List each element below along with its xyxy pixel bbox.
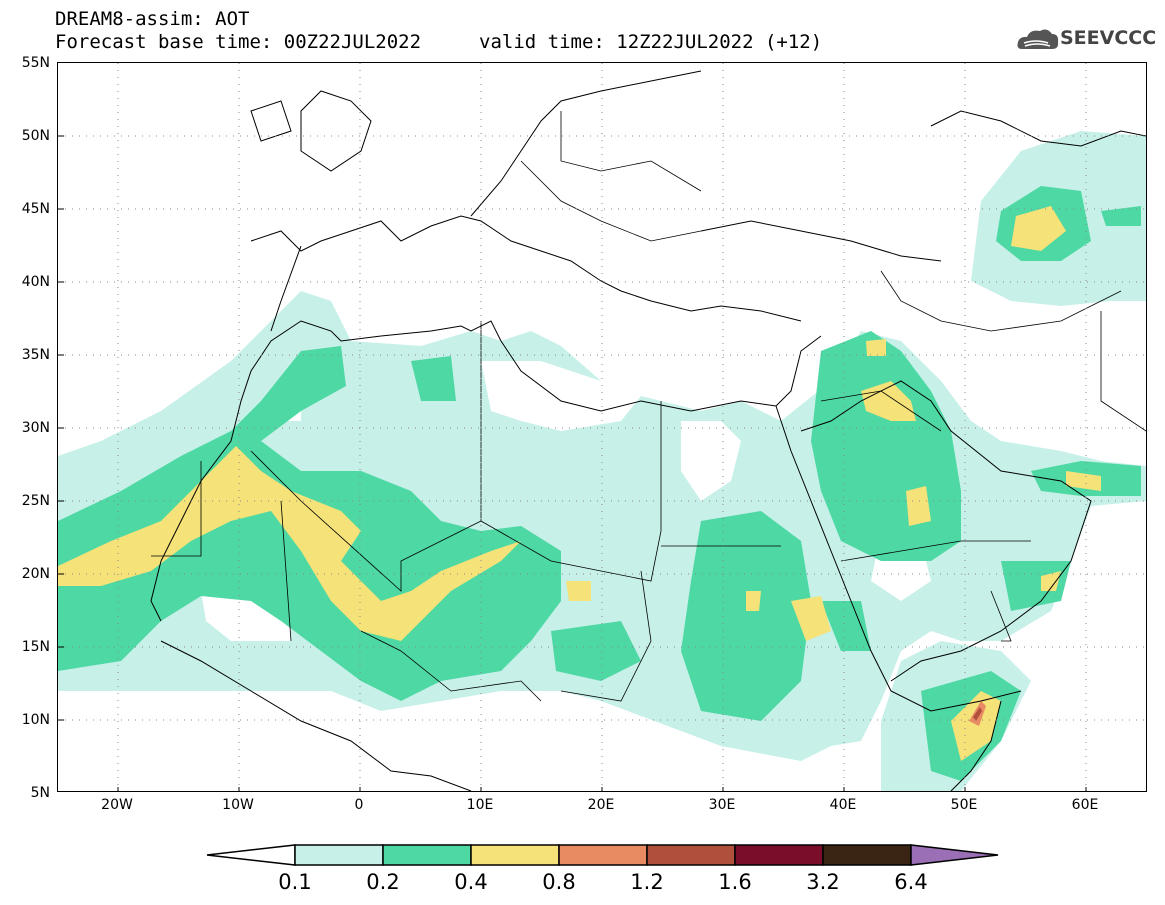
axis-ticks	[58, 135, 1087, 791]
lat-label: 35N	[21, 347, 50, 363]
lat-label: 50N	[21, 128, 50, 144]
colorbar-segment	[382, 844, 472, 866]
lat-label: 25N	[21, 493, 50, 509]
graticule	[58, 63, 1146, 791]
colorbar-label: 1.6	[718, 870, 752, 894]
colorbar-segment	[734, 844, 824, 866]
colorbar-segment-under	[206, 844, 296, 866]
colorbar-segment	[822, 844, 912, 866]
forecast-base-time: Forecast base time: 00Z22JUL2022	[55, 31, 422, 53]
aot-level-1.2	[973, 707, 982, 721]
lon-label: 20W	[101, 797, 133, 813]
colorbar-label: 0.2	[366, 870, 400, 894]
logo-text: SEEVCCC	[1060, 27, 1157, 49]
colorbar-label: 0.8	[542, 870, 576, 894]
colorbar-segment	[294, 844, 384, 866]
colorbar-segment-over	[910, 844, 999, 866]
lon-label: 10E	[466, 797, 494, 813]
cloud-icon	[1017, 29, 1059, 49]
valid-time: valid time: 12Z22JUL2022 (+12)	[479, 31, 823, 53]
lat-label: 45N	[21, 201, 50, 217]
colorbar-label: 0.4	[454, 870, 488, 894]
lat-label: 10N	[21, 712, 50, 728]
lon-label: 0	[354, 797, 364, 813]
lon-label: 20E	[587, 797, 615, 813]
aot-level-0.4	[58, 206, 1101, 761]
country-borders	[151, 111, 1146, 702]
colorbar-label: 0.1	[278, 870, 312, 894]
lat-label: 40N	[21, 274, 50, 290]
lon-label: 50E	[950, 797, 978, 813]
colorbar-segment	[646, 844, 736, 866]
map-canvas	[58, 63, 1146, 791]
colorbar-label: 3.2	[806, 870, 840, 894]
colorbar	[206, 844, 999, 866]
lat-label: 5N	[30, 785, 50, 801]
map-title: DREAM8-assim: AOT	[55, 8, 250, 30]
coastlines	[150, 70, 1146, 791]
lat-label: 55N	[21, 55, 50, 71]
lat-label: 20N	[21, 566, 50, 582]
colorbar-label: 6.4	[894, 870, 928, 894]
map-panel	[57, 62, 1147, 792]
colorbar-segment	[470, 844, 560, 866]
lat-label: 30N	[21, 420, 50, 436]
colorbar-segment	[558, 844, 648, 866]
colorbar-label: 1.2	[630, 870, 664, 894]
lon-label: 10W	[222, 797, 254, 813]
lon-label: 60E	[1071, 797, 1099, 813]
lat-label: 15N	[21, 639, 50, 655]
lon-label: 30E	[708, 797, 736, 813]
lon-label: 40E	[829, 797, 857, 813]
